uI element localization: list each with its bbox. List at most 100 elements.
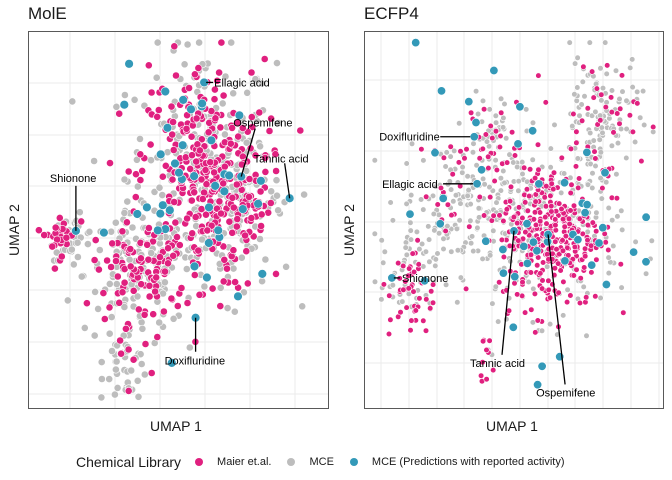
point-mce bbox=[158, 191, 167, 199]
point-mce bbox=[483, 138, 491, 145]
point-mce bbox=[408, 140, 416, 147]
point-maier-et-al bbox=[444, 201, 452, 208]
point-maier-et-al bbox=[120, 278, 129, 287]
point-maier-et-al bbox=[479, 359, 486, 366]
point-maier-et-al bbox=[397, 309, 404, 316]
point-mce bbox=[605, 270, 612, 277]
point-mce bbox=[105, 375, 114, 383]
point-maier-et-al bbox=[251, 151, 260, 160]
point-mce bbox=[107, 313, 116, 321]
point-maier-et-al bbox=[558, 154, 565, 161]
point-mce bbox=[481, 181, 488, 188]
point-maier-et-al bbox=[201, 166, 210, 174]
point-maier-et-al bbox=[610, 129, 617, 136]
point-mce bbox=[581, 93, 588, 100]
point-mce-predictions-with-reported-activity bbox=[224, 170, 234, 181]
point-maier-et-al bbox=[567, 292, 574, 299]
point-maier-et-al bbox=[144, 61, 153, 70]
point-maier-et-al bbox=[215, 68, 223, 77]
point-maier-et-al bbox=[508, 129, 516, 136]
point-mce bbox=[273, 191, 281, 200]
panel-mole: Ellagic acid Ospemifene Tannic acid Shionon… bbox=[28, 31, 329, 409]
point-mce-predictions-with-reported-activity bbox=[598, 223, 608, 233]
point-mce-predictions-with-reported-activity bbox=[142, 202, 152, 213]
point-maier-et-al bbox=[542, 99, 549, 106]
point-mce bbox=[614, 213, 621, 220]
point-maier-et-al bbox=[136, 176, 145, 184]
point-mce bbox=[454, 299, 461, 306]
point-maier-et-al bbox=[577, 275, 584, 282]
point-maier-et-al bbox=[203, 226, 212, 235]
legend: Chemical Library Maier et.al. MCE MCE (P… bbox=[76, 453, 580, 471]
point-mce bbox=[602, 39, 609, 46]
point-mce bbox=[123, 197, 132, 206]
point-maier-et-al bbox=[143, 240, 152, 249]
point-maier-et-al bbox=[241, 231, 249, 240]
point-mce bbox=[274, 206, 282, 215]
point-maier-et-al bbox=[481, 212, 488, 219]
point-maier-et-al bbox=[588, 68, 596, 75]
point-maier-et-al bbox=[591, 148, 598, 155]
point-maier-et-al bbox=[614, 110, 621, 117]
point-mce-predictions-with-reported-activity bbox=[178, 95, 188, 105]
point-mce-predictions-with-reported-activity bbox=[186, 104, 196, 115]
point-maier-et-al bbox=[172, 71, 180, 80]
point-mce bbox=[371, 157, 378, 164]
point-mce bbox=[474, 224, 481, 231]
point-mce bbox=[560, 170, 568, 177]
point-maier-et-al bbox=[35, 226, 43, 235]
point-maier-et-al bbox=[115, 109, 124, 118]
point-mce bbox=[442, 163, 449, 170]
point-mce bbox=[642, 270, 650, 277]
point-mce bbox=[216, 283, 225, 292]
point-mce bbox=[105, 329, 114, 338]
point-maier-et-al bbox=[519, 214, 526, 222]
point-mce-predictions-with-reported-activity bbox=[219, 186, 230, 197]
point-mce bbox=[501, 179, 508, 186]
point-mce-predictions-with-reported-activity bbox=[197, 98, 207, 109]
labeled-point-doxifluridine bbox=[469, 132, 479, 142]
point-maier-et-al bbox=[490, 367, 497, 374]
point-maier-et-al bbox=[406, 265, 413, 272]
point-maier-et-al bbox=[261, 167, 270, 176]
point-maier-et-al bbox=[498, 109, 505, 116]
point-maier-et-al bbox=[141, 340, 150, 348]
point-mce bbox=[616, 95, 623, 103]
point-maier-et-al bbox=[483, 346, 490, 354]
point-mce bbox=[473, 88, 480, 95]
point-mce-predictions-with-reported-activity bbox=[204, 202, 214, 213]
point-mce bbox=[498, 95, 505, 102]
point-mce-predictions-with-reported-activity bbox=[471, 118, 481, 128]
point-mce bbox=[588, 112, 596, 119]
point-mce bbox=[603, 70, 610, 77]
point-maier-et-al bbox=[545, 277, 552, 284]
point-maier-et-al bbox=[256, 187, 265, 196]
point-mce-predictions-with-reported-activity bbox=[204, 238, 214, 248]
point-maier-et-al bbox=[395, 260, 402, 267]
point-mce bbox=[419, 240, 426, 248]
point-maier-et-al bbox=[124, 345, 133, 354]
point-mce-predictions-with-reported-activity bbox=[573, 235, 583, 245]
point-mce-predictions-with-reported-activity bbox=[178, 140, 188, 150]
point-mce bbox=[443, 281, 450, 288]
point-mce bbox=[623, 125, 630, 133]
point-mce bbox=[632, 238, 639, 245]
point-maier-et-al bbox=[566, 220, 573, 228]
point-mce-predictions-with-reported-activity bbox=[519, 241, 529, 251]
point-mce bbox=[492, 112, 499, 119]
point-mce bbox=[447, 153, 454, 160]
point-maier-et-al bbox=[409, 250, 416, 257]
point-mce bbox=[431, 227, 438, 234]
point-mce-predictions-with-reported-activity bbox=[411, 38, 421, 48]
point-mce-predictions-with-reported-activity bbox=[533, 380, 543, 390]
point-maier-et-al bbox=[169, 118, 177, 126]
point-maier-et-al bbox=[202, 210, 210, 219]
point-mce bbox=[137, 318, 146, 327]
point-maier-et-al bbox=[491, 177, 498, 185]
point-maier-et-al bbox=[461, 155, 468, 162]
point-mce bbox=[73, 238, 82, 247]
point-mce bbox=[120, 175, 129, 184]
point-maier-et-al bbox=[192, 114, 201, 123]
point-maier-et-al bbox=[423, 296, 430, 303]
point-maier-et-al bbox=[447, 143, 454, 150]
